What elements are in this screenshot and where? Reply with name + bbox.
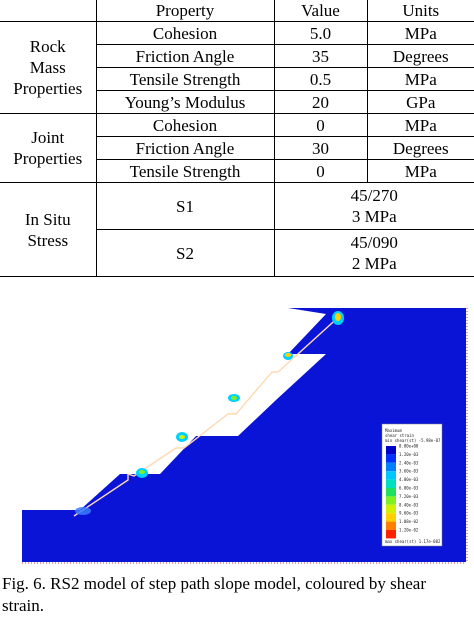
value-cell: 5.0 <box>273 21 367 45</box>
property-cell: Friction Angle <box>95 136 274 160</box>
strain-patch <box>139 470 145 474</box>
group-label-line: Mass <box>29 58 66 77</box>
legend-subtitle: shear strain <box>385 433 414 438</box>
legend-minmax-bottom: max shear(st) 1.17e-002 <box>385 539 441 544</box>
legend-color-swatch <box>386 462 396 472</box>
legend-color-swatch <box>386 446 396 455</box>
legend-color-swatch <box>386 454 396 463</box>
legend-color-swatch <box>386 504 396 514</box>
property-cell: Young’s Modulus <box>95 90 274 114</box>
units-cell: Degrees <box>366 44 474 68</box>
legend-color-scale: 0.00e+00 1.20e-03 2.40e-03 3.60e-03 4.80e-03… <box>386 444 419 539</box>
legend-color-swatch <box>386 521 396 530</box>
property-cell: Tensile Strength <box>95 159 274 183</box>
legend-color-swatch <box>386 488 396 497</box>
legend-value-label: 1.20e-02 <box>399 528 419 533</box>
group-label-line: Joint <box>31 128 65 147</box>
caption-line: strain. <box>2 596 45 615</box>
legend-value-label: 8.40e-03 <box>399 502 419 507</box>
legend-color-swatch <box>386 471 396 480</box>
header-value: Value <box>273 0 367 22</box>
legend-value-label: 1.08e-02 <box>399 519 419 524</box>
group-label-line: Properties <box>13 79 83 98</box>
group-label-line: Stress <box>27 230 69 250</box>
group-label-line: Rock <box>29 37 66 56</box>
legend-color-swatch <box>386 496 396 505</box>
legend-value-label: 1.20e-03 <box>399 452 419 457</box>
strain-patch <box>285 353 291 357</box>
legend-value-label: 7.20e-03 <box>399 494 419 499</box>
rock-properties-table: Property Value Units Rock Mass Propertie… <box>0 0 474 277</box>
stress-orientation: 45/090 <box>350 233 398 252</box>
joint-trace <box>73 313 343 517</box>
strain-patch <box>231 396 237 400</box>
header-spacer <box>0 0 96 22</box>
units-cell: MPa <box>366 113 474 137</box>
strain-patch <box>335 313 341 321</box>
group-label-line: Properties <box>13 149 83 168</box>
value-cell: 0.5 <box>273 67 367 91</box>
stress-magnitude: 2 MPa <box>351 254 397 273</box>
legend-value-label: 3.60e-03 <box>399 469 419 474</box>
figure-caption: Fig. 6. RS2 model of step path slope mod… <box>2 573 474 617</box>
stress-name-cell: S2 <box>95 229 274 277</box>
units-cell: Degrees <box>366 136 474 160</box>
strain-patch <box>179 435 185 439</box>
caption-line: Fig. 6. RS2 model of step path slope mod… <box>2 574 426 593</box>
header-property: Property <box>95 0 274 22</box>
stress-name-cell: S1 <box>95 182 274 230</box>
legend-minmax-top: min shear(st) -5.98e-07 <box>385 438 441 443</box>
legend-value-label: 9.60e-03 <box>399 511 419 516</box>
units-cell: GPa <box>366 90 474 114</box>
stress-value-cell: 45/270 3 MPa <box>273 182 474 230</box>
legend-value-label: 6.00e-03 <box>399 486 419 491</box>
legend-title: Maximum <box>385 428 402 433</box>
legend-value-label: 0.00e+00 <box>399 444 419 449</box>
stress-orientation: 45/270 <box>350 186 398 205</box>
units-cell: MPa <box>366 21 474 45</box>
legend-color-swatch <box>386 530 396 539</box>
group-label-in-situ: In Situ Stress <box>0 182 96 277</box>
value-cell: 20 <box>273 90 367 114</box>
value-cell: 0 <box>273 113 367 137</box>
shear-strain-patches <box>75 311 344 515</box>
property-cell: Cohesion <box>95 21 274 45</box>
property-cell: Tensile Strength <box>95 67 274 91</box>
legend-color-swatch <box>386 479 396 488</box>
shear-strain-legend: Maximum shear strain min shear(st) -5.98… <box>381 423 443 547</box>
units-cell: MPa <box>366 159 474 183</box>
rs2-slope-model-figure: Maximum shear strain min shear(st) -5.98… <box>22 308 468 564</box>
value-cell: 35 <box>273 44 367 68</box>
value-cell: 30 <box>273 136 367 160</box>
units-cell: MPa <box>366 67 474 91</box>
legend-value-label: 4.80e-03 <box>399 477 419 482</box>
legend-value-label: 2.40e-03 <box>399 460 419 465</box>
legend-color-swatch <box>386 513 396 522</box>
stress-magnitude: 3 MPa <box>351 207 397 226</box>
slope-model-body <box>22 308 466 562</box>
header-units: Units <box>366 0 474 22</box>
group-label-rock-mass: Rock Mass Properties <box>0 21 96 114</box>
property-cell: Friction Angle <box>95 44 274 68</box>
strain-patch <box>75 507 91 515</box>
group-label-line: In Situ <box>24 209 71 229</box>
property-cell: Cohesion <box>95 113 274 137</box>
stress-value-cell: 45/090 2 MPa <box>273 229 474 277</box>
group-label-joint: Joint Properties <box>0 113 96 183</box>
value-cell: 0 <box>273 159 367 183</box>
